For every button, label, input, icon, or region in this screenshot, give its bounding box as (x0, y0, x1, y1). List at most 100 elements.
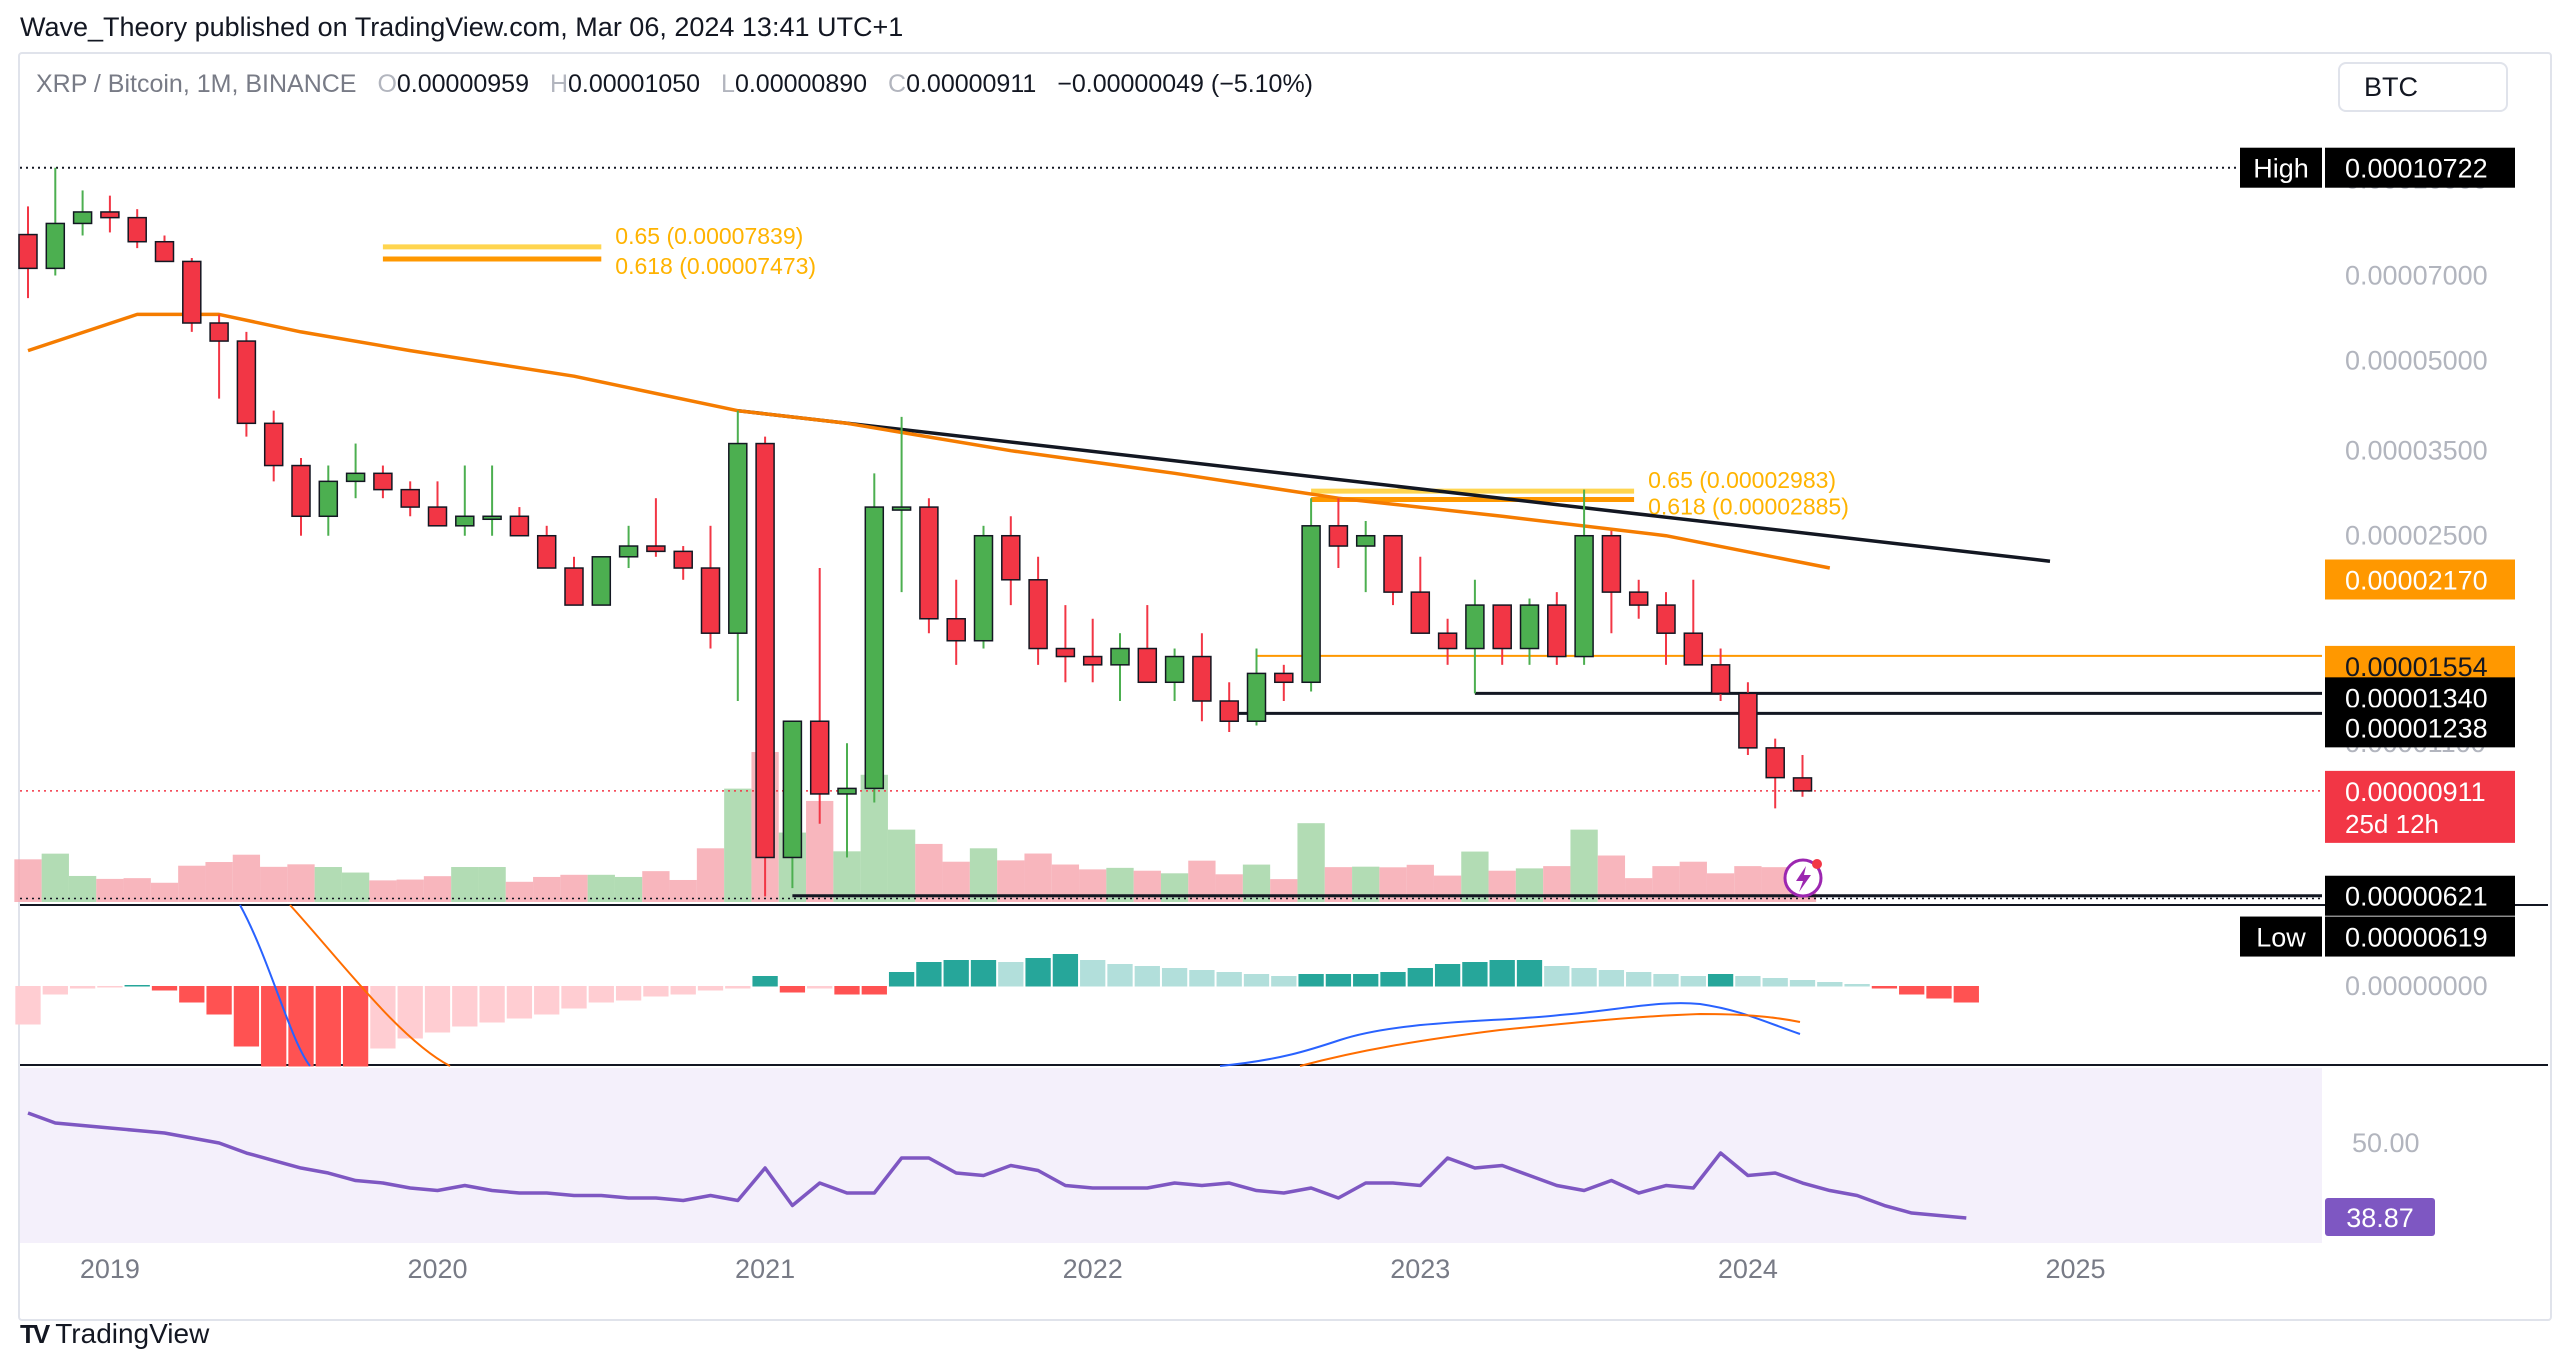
volume-bar (505, 881, 534, 902)
volume-bar (1570, 829, 1598, 902)
macd-bar (1626, 972, 1652, 987)
candle (1547, 592, 1567, 665)
rsi-value-label: 38.87 (2346, 1203, 2414, 1233)
time-axis-label: 2019 (80, 1254, 140, 1284)
volume-bar (423, 876, 452, 902)
macd-bar (834, 986, 860, 995)
open-label: O (377, 70, 397, 98)
candle (72, 190, 93, 236)
volume-bar (178, 865, 206, 902)
currency-button[interactable]: BTC (2338, 62, 2508, 112)
time-axis-label: 2022 (1063, 1254, 1123, 1284)
tradingview-logo-icon: TV (20, 1318, 50, 1349)
candle (809, 568, 830, 824)
macd-bar (998, 962, 1024, 987)
candle (1492, 604, 1512, 665)
macd-bar (206, 986, 232, 1015)
candle (1082, 618, 1103, 683)
candle-body (100, 211, 120, 219)
open-value: 0.00000959 (396, 70, 529, 98)
candle-body (400, 488, 420, 508)
candle-body (1137, 647, 1158, 684)
moving-average (27, 312, 1831, 570)
volume-bar (1133, 870, 1161, 902)
candle-body (1355, 534, 1376, 547)
volume-bar (341, 872, 370, 902)
macd-line (1219, 1002, 1801, 1067)
candle (1792, 754, 1813, 797)
tradingview-branding[interactable]: TV TradingView (20, 1318, 209, 1350)
candle-body (1246, 672, 1267, 722)
candle (1192, 633, 1212, 722)
candle (1765, 738, 1785, 809)
candle (564, 556, 584, 606)
high-label: H (549, 70, 568, 98)
time-axis-label: 2023 (1390, 1254, 1450, 1284)
candle (127, 209, 147, 249)
rsi-background (20, 1068, 2322, 1243)
price-tag-value: 0.00000911 (2345, 777, 2486, 807)
close-label: C (888, 70, 907, 98)
price-tag (2325, 875, 2515, 916)
macd-bar (697, 986, 724, 991)
price-tag-value: 0.00001554 (2345, 652, 2488, 682)
candle-body (18, 233, 38, 270)
macd-bar (534, 986, 560, 1015)
price-axis-label: 0.00007000 (2345, 260, 2488, 290)
symbol-name[interactable]: XRP / Bitcoin, 1M, BINANCE (36, 70, 357, 98)
candle-body (1219, 700, 1239, 722)
macd-bar (97, 986, 123, 988)
candle-body (1492, 604, 1512, 650)
candle (318, 465, 339, 536)
price-tag (2325, 916, 2515, 957)
candle (1164, 648, 1185, 702)
candle (345, 443, 366, 499)
macd-bar (1052, 954, 1079, 987)
volume-bar (724, 788, 752, 902)
candle (509, 507, 530, 537)
macd-bar (970, 960, 997, 987)
candle-body (591, 556, 612, 606)
price-tag-label-box (2240, 916, 2322, 957)
macd-bar (261, 986, 287, 1067)
volume-bar (969, 848, 998, 902)
candle (1574, 489, 1594, 665)
candle (1055, 605, 1076, 683)
candle-body (1274, 672, 1294, 684)
macd-line (239, 904, 311, 1067)
candle-body (455, 515, 475, 527)
macd-bar (861, 986, 887, 995)
price-tag-countdown: 25d 12h (2345, 809, 2439, 839)
macd-bar (1953, 986, 1979, 1003)
macd-bar (1434, 964, 1461, 987)
ma-line (27, 312, 1831, 570)
candle (1028, 556, 1048, 665)
macd-bar (1107, 964, 1133, 987)
high-value: 0.00001050 (568, 70, 701, 98)
candle (864, 473, 885, 803)
candle (919, 498, 939, 634)
candle-body (373, 472, 393, 491)
price-axis-label: 0.00003500 (2345, 436, 2488, 466)
macd-bar (1871, 986, 1898, 989)
macd-bar (479, 986, 505, 1023)
macd-bar (1926, 986, 1952, 999)
candle (1383, 534, 1403, 606)
candle-body (1028, 579, 1048, 650)
candle (455, 465, 475, 536)
volume-histogram (14, 752, 1817, 902)
macd-bar (1271, 976, 1297, 987)
macd-bar (179, 986, 205, 1003)
candle (1738, 682, 1758, 755)
candle (946, 579, 966, 665)
price-tag (2325, 559, 2515, 600)
volume-bar (232, 854, 261, 902)
candle-body (45, 222, 66, 270)
macd-bar (342, 986, 369, 1067)
volume-bar (451, 867, 479, 902)
macd-bar (1707, 974, 1734, 987)
symbol-legend: XRP / Bitcoin, 1M, BINANCE O0.00000959 H… (36, 70, 1313, 99)
volume-bar (205, 862, 233, 902)
macd-bar (643, 986, 669, 997)
